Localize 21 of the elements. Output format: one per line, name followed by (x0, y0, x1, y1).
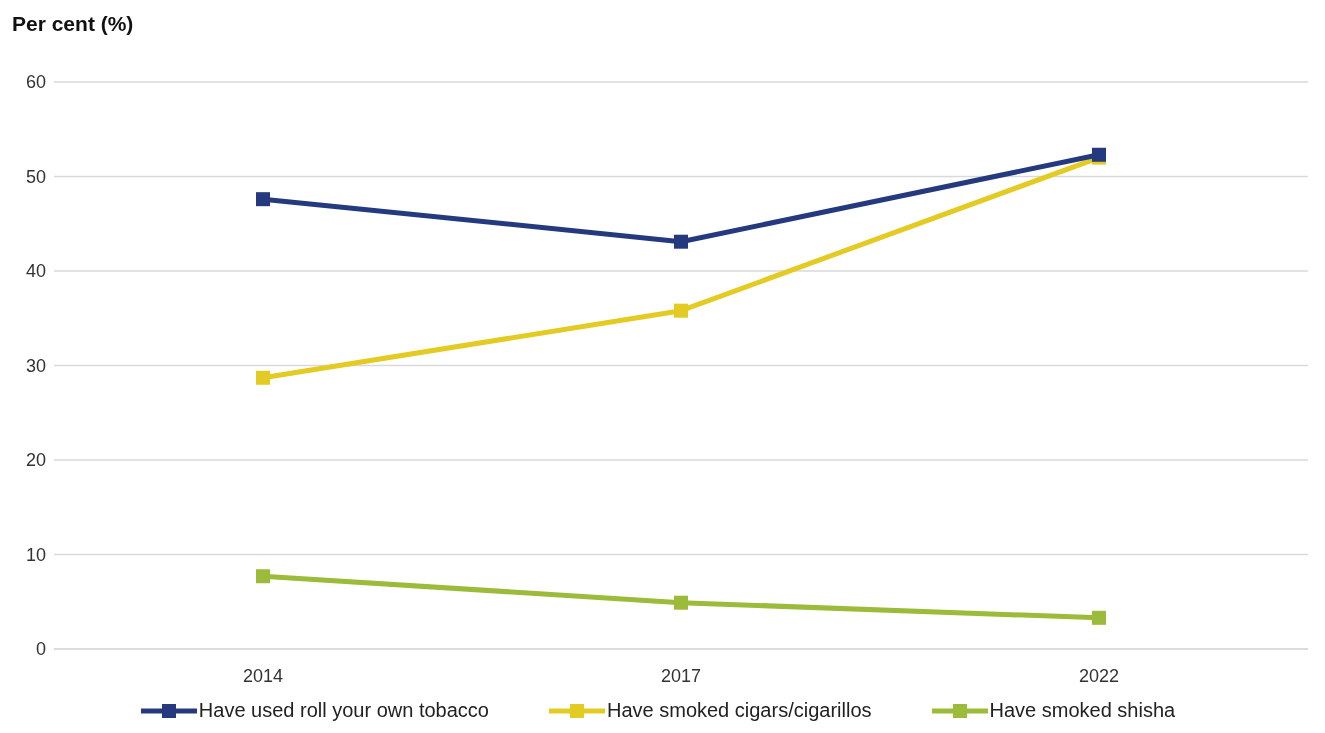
point (256, 192, 270, 207)
point (1092, 610, 1106, 625)
legend-label: Have smoked shisha (989, 699, 1176, 722)
y-tick-label: 40 (25, 261, 46, 282)
x-tick-label: 2017 (660, 665, 702, 686)
legend-label: Have smoked cigars/cigarillos (606, 699, 872, 722)
y-tick-label: 60 (25, 72, 46, 93)
point (674, 234, 688, 249)
point (674, 595, 688, 610)
y-tick-label: 20 (25, 450, 46, 471)
legend-label: Have used roll your own tobacco (198, 699, 489, 722)
y-tick-label: 30 (25, 355, 46, 376)
x-tick-label: 2022 (1078, 665, 1120, 686)
point (256, 569, 270, 584)
y-tick-label: 50 (25, 166, 46, 187)
point (674, 303, 688, 318)
x-tick-label: 2014 (242, 665, 284, 686)
y-tick-label: 0 (35, 639, 46, 660)
y-axis-title: Per cent (%) (11, 11, 135, 37)
y-tick-label: 10 (25, 544, 46, 565)
point (256, 370, 270, 385)
